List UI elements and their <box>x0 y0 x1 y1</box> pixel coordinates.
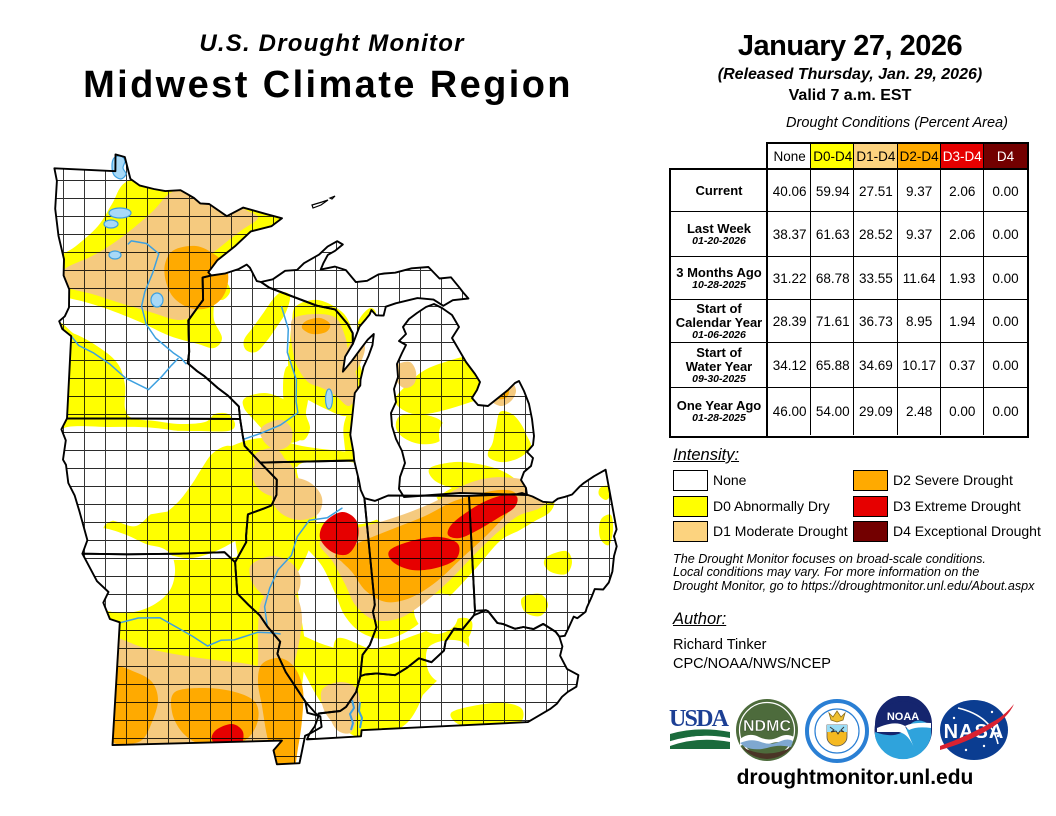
svg-text:USDA: USDA <box>669 706 730 732</box>
svg-text:NOAA: NOAA <box>887 711 919 723</box>
svg-text:NDMC: NDMC <box>743 718 791 735</box>
